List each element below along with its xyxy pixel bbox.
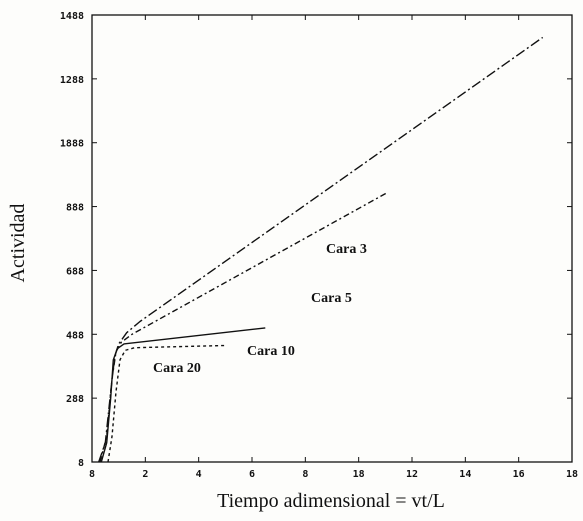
series-label-cara-5: Cara 5 bbox=[311, 291, 352, 306]
y-tick-label: 688 bbox=[66, 266, 84, 277]
series-label-cara-3: Cara 3 bbox=[326, 242, 367, 257]
x-tick-label: 14 bbox=[459, 469, 471, 480]
plot-frame bbox=[91, 14, 573, 463]
series-line-cara-3 bbox=[98, 36, 544, 463]
x-tick-label: 8 bbox=[302, 469, 308, 480]
x-tick-label: 18 bbox=[566, 469, 578, 480]
x-tick-label: 12 bbox=[406, 469, 418, 480]
series-label-cara-20: Cara 20 bbox=[153, 361, 201, 376]
y-tick-label: 488 bbox=[66, 330, 84, 341]
x-tick-label: 18 bbox=[353, 469, 365, 480]
y-axis-label: Actividad bbox=[7, 204, 29, 283]
x-tick-label: 4 bbox=[196, 469, 202, 480]
x-tick-label: 8 bbox=[89, 469, 95, 480]
y-tick-label: 888 bbox=[66, 203, 84, 214]
y-tick-label: 1288 bbox=[60, 75, 84, 86]
x-axis-label: Tiempo adimensional = vt/L bbox=[217, 490, 445, 512]
y-tick-label: 8 bbox=[78, 458, 84, 469]
y-tick-label: 1488 bbox=[60, 11, 84, 22]
series-line-cara-20 bbox=[107, 344, 226, 463]
series-line-cara-5 bbox=[99, 191, 389, 463]
x-tick-label: 6 bbox=[249, 469, 255, 480]
x-tick-label: 2 bbox=[142, 469, 148, 480]
y-tick-label: 288 bbox=[66, 394, 84, 405]
y-tick-label: 1888 bbox=[60, 139, 84, 150]
series-line-cara-10 bbox=[100, 327, 266, 463]
series-label-cara-10: Cara 10 bbox=[247, 344, 295, 359]
x-tick-label: 16 bbox=[513, 469, 525, 480]
